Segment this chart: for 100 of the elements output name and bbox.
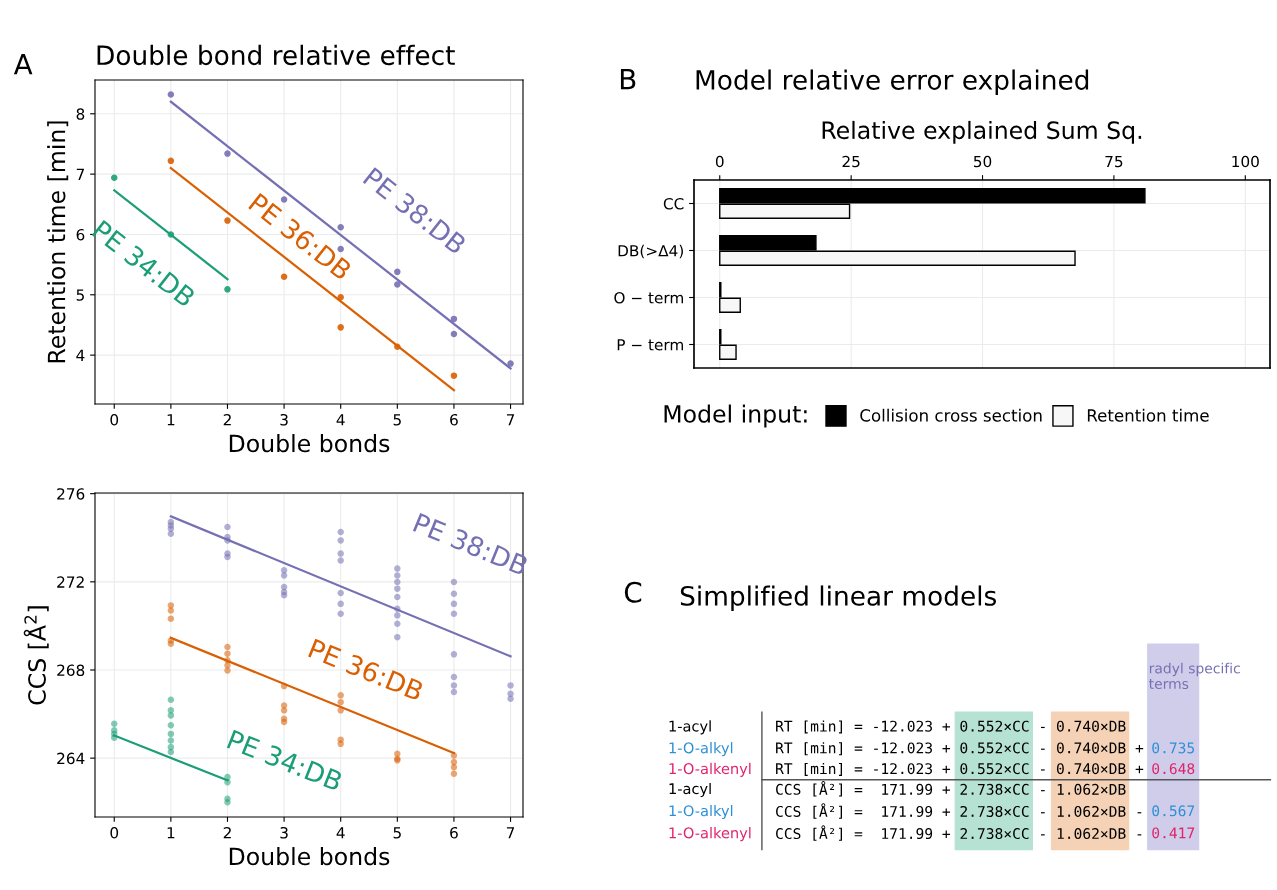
x-tick-label: 7 (506, 827, 515, 839)
point (450, 770, 458, 778)
x-tick-label: 7 (506, 414, 515, 426)
point (394, 620, 401, 627)
point (224, 150, 231, 157)
point (167, 157, 175, 165)
point (167, 640, 175, 648)
x-tick-label: 0 (715, 155, 724, 168)
point (167, 231, 175, 238)
y-tick-label: 268 (57, 664, 85, 677)
x-tick-label: 0 (110, 413, 119, 426)
x-tick-label: 0 (110, 826, 119, 839)
x-axis-title: Double bonds (229, 847, 390, 866)
y-tick-label: DB(>Δ4) (618, 244, 683, 259)
point (110, 720, 118, 728)
point (167, 530, 175, 538)
point (394, 605, 401, 612)
text: 0.567 (1152, 805, 1195, 817)
point (110, 734, 118, 741)
point (224, 553, 231, 561)
x-tick-label: 1 (167, 827, 175, 839)
point (450, 682, 458, 689)
point (394, 268, 401, 276)
x-tick-label: 5 (393, 414, 401, 426)
point (280, 592, 288, 599)
y-tick-label: 264 (57, 752, 85, 765)
y-tick-label: 7 (76, 168, 84, 180)
text: 1-acyl (669, 782, 711, 798)
point (394, 633, 401, 641)
point (450, 673, 458, 681)
point (450, 590, 458, 597)
text: 1-acyl (669, 720, 711, 735)
point (450, 610, 458, 618)
point (337, 537, 344, 544)
point (224, 643, 231, 651)
point (394, 565, 401, 572)
point (167, 737, 175, 744)
y-tick-label: 5 (76, 289, 84, 301)
text: A (13, 53, 33, 75)
point (224, 778, 231, 786)
chart-title: Double bond relative effect (97, 44, 455, 66)
point (167, 712, 175, 719)
text: B (620, 68, 636, 90)
y-tick-label: 276 (57, 488, 85, 500)
point (224, 650, 231, 657)
point (450, 651, 458, 658)
point (337, 698, 344, 706)
point (224, 537, 231, 544)
point (224, 798, 231, 806)
point (450, 688, 458, 696)
text: 0.648 (1152, 763, 1195, 775)
point (337, 550, 344, 557)
point (394, 578, 401, 586)
text: RT [min] = -12.023 + 0.552×CC - 0.740×DB + (776, 762, 1144, 776)
x-tick-label: 6 (450, 826, 458, 839)
x-tick-label: 2 (223, 826, 231, 839)
x-tick-label: 2 (223, 413, 231, 426)
y-tick-label: CC (663, 197, 684, 210)
point (394, 343, 401, 350)
text: 1-O-alkenyl (669, 827, 751, 842)
point (450, 578, 458, 586)
point (280, 682, 288, 690)
x-tick-label: 4 (336, 827, 345, 839)
point (450, 752, 458, 759)
point (507, 360, 514, 367)
point (337, 528, 344, 536)
x-tick-label: 1 (167, 414, 175, 426)
x-tick-label: 3 (280, 826, 288, 839)
text: CCS [Å²] = 171.99 + 2.738×CC - 1.062×DB (776, 781, 1126, 797)
x-tick-label: 3 (280, 413, 288, 426)
point (450, 372, 458, 379)
x-tick-label: 100 (1232, 155, 1259, 168)
text: Simplified linear models (680, 585, 996, 611)
point (280, 572, 288, 579)
text: 0.417 (1152, 827, 1195, 839)
text: 1-O-alkenyl (669, 762, 751, 777)
y-tick-label: 6 (76, 228, 85, 241)
legend-label: Retention time (1087, 408, 1209, 422)
text: 1-O-alkyl (669, 742, 733, 757)
x-tick-label: 25 (842, 155, 860, 168)
point (167, 615, 175, 622)
point (167, 722, 175, 729)
point (394, 281, 401, 288)
point (337, 692, 344, 699)
point (450, 315, 458, 323)
point (224, 667, 231, 674)
point (224, 662, 231, 669)
y-tick-label: 4 (76, 349, 85, 361)
x-tick-label: 4 (336, 414, 345, 426)
point (337, 324, 344, 331)
text: C (624, 581, 642, 603)
point (337, 600, 344, 608)
point (394, 593, 401, 601)
text: CCS [Å²] = 171.99 + 2.738×CC - 1.062×DB - (776, 803, 1142, 819)
y-tick-label: 8 (76, 108, 85, 120)
y-axis-title: Retention time [min] (47, 121, 69, 363)
point (394, 585, 401, 592)
point (167, 730, 175, 738)
point (280, 707, 288, 714)
point (450, 763, 458, 771)
